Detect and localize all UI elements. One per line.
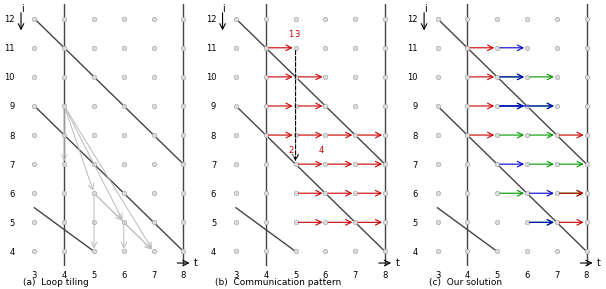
Text: t: t <box>194 258 198 268</box>
Text: t: t <box>597 258 601 268</box>
Text: (b)  Communication pattern: (b) Communication pattern <box>215 277 341 287</box>
Text: i: i <box>222 4 225 14</box>
Text: 3: 3 <box>295 30 300 39</box>
Text: i: i <box>21 4 24 14</box>
Text: 1: 1 <box>288 30 294 39</box>
Text: (c)  Our solution: (c) Our solution <box>428 277 502 287</box>
Text: 2: 2 <box>288 147 294 155</box>
Text: (a)  Loop tiling: (a) Loop tiling <box>22 277 88 287</box>
Text: t: t <box>395 258 399 268</box>
Text: i: i <box>424 4 427 14</box>
Text: 4: 4 <box>318 147 324 155</box>
